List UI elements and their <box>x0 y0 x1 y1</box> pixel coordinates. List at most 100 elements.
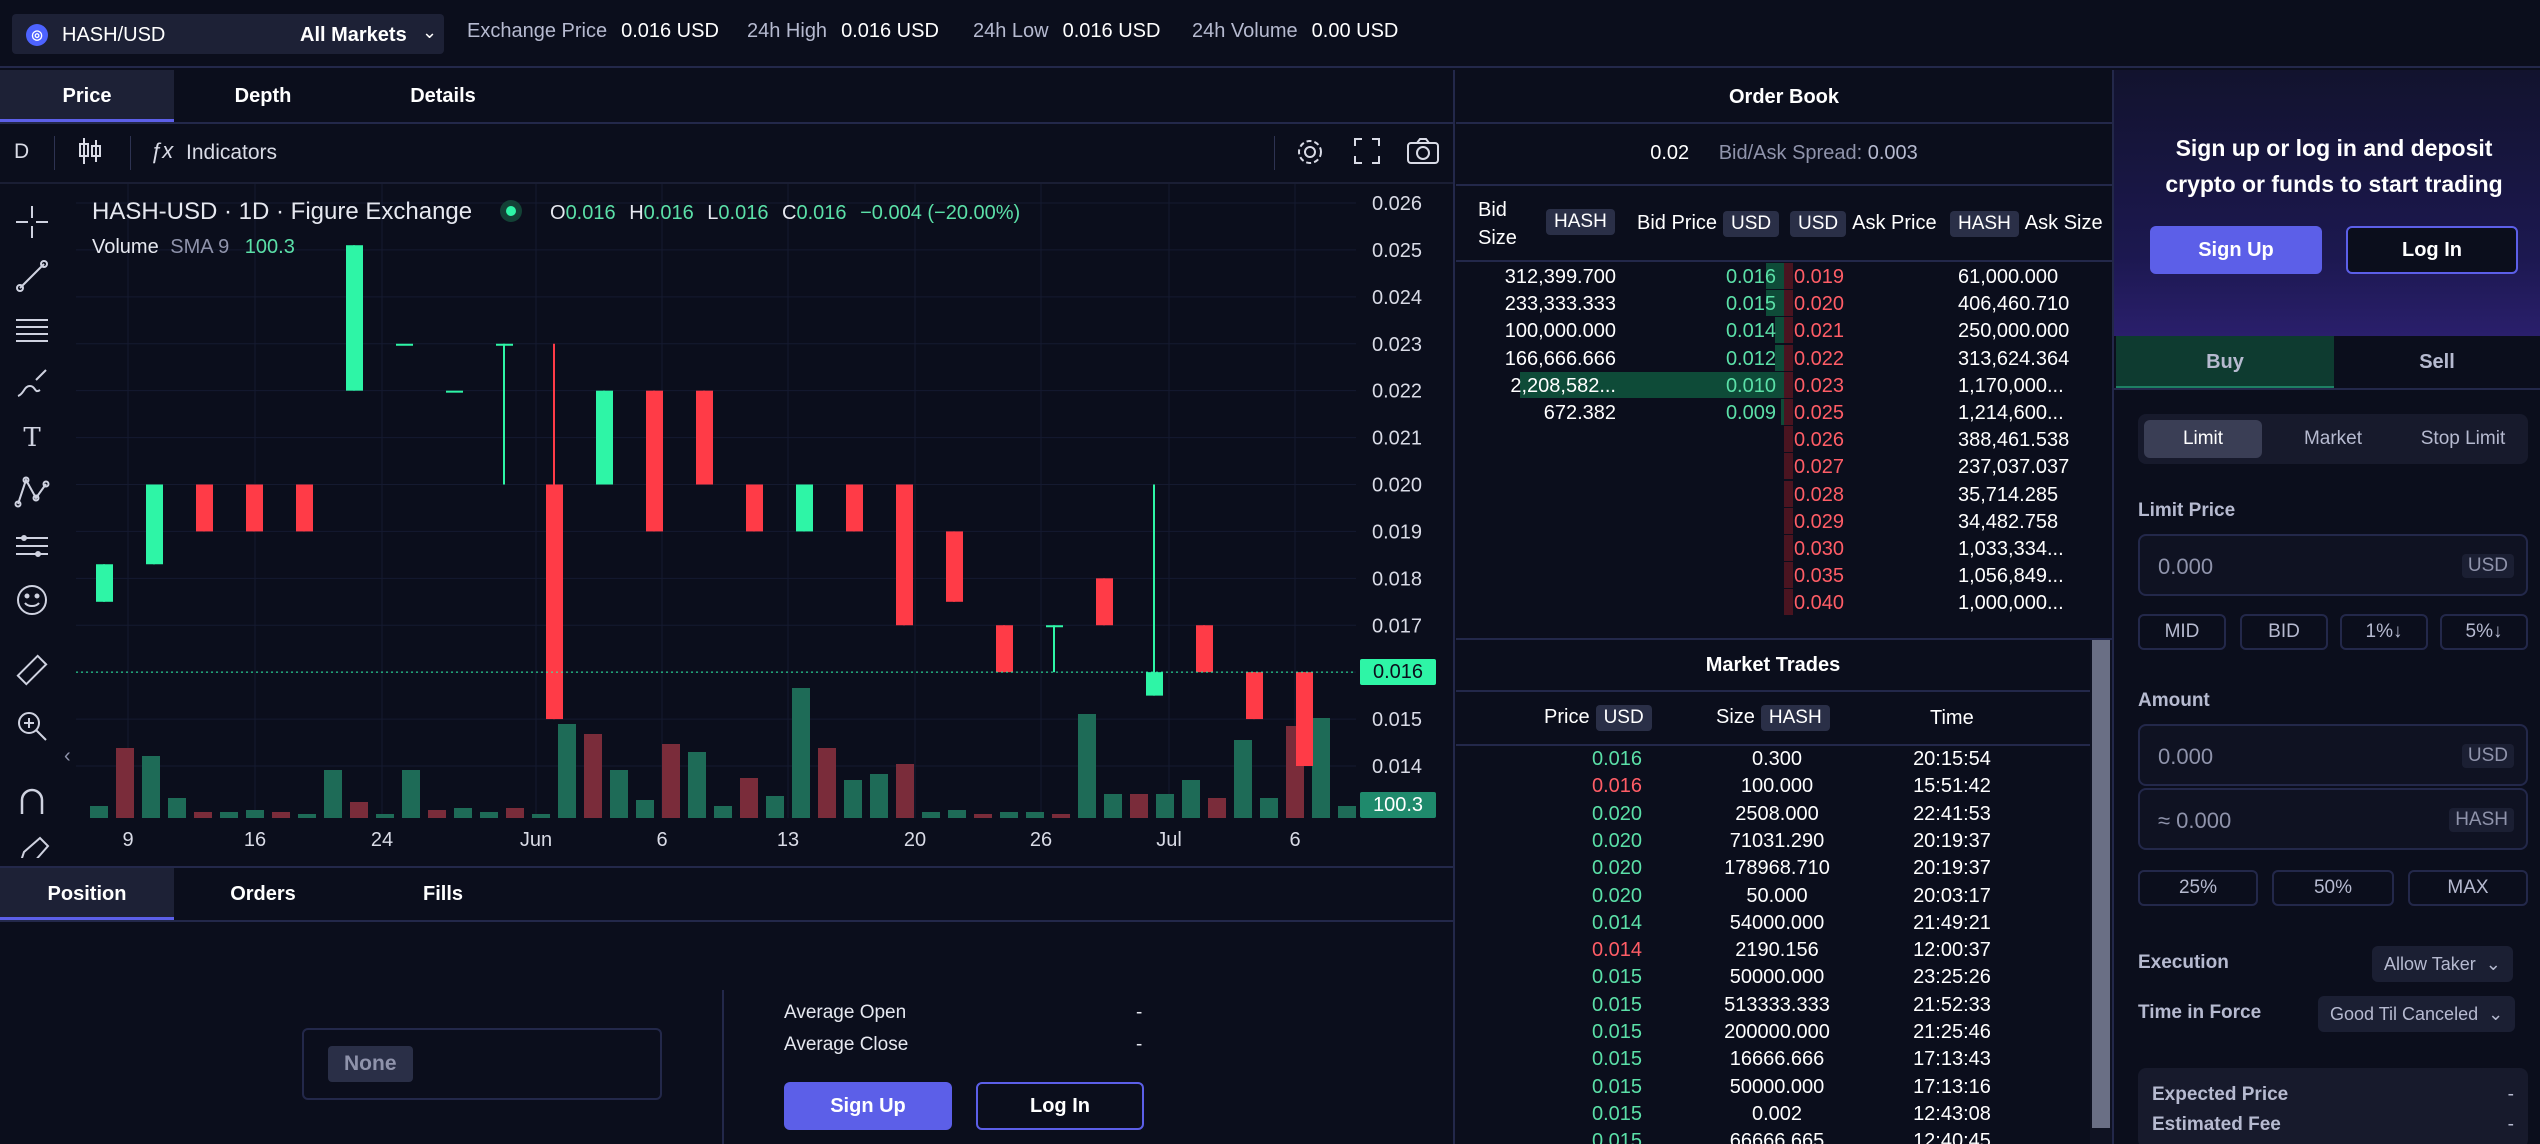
order-book-row[interactable]: 0.028 35,714.285 <box>1456 480 2112 508</box>
amount-25-button[interactable]: 25% <box>2138 870 2258 906</box>
y-tick-label: 0.026 <box>1372 193 1422 215</box>
sign-up-button[interactable]: Sign Up <box>784 1082 952 1130</box>
volume-bar <box>766 796 784 818</box>
x-tick-label: 16 <box>244 829 266 851</box>
five-percent-down-button[interactable]: 5%↓ <box>2440 614 2528 650</box>
mid-price-button[interactable]: MID <box>2138 614 2226 650</box>
chart-symbol-title: HASH-USD · 1D · Figure Exchange <box>92 198 473 225</box>
trade-time: 20:03:17 <box>1913 884 1991 907</box>
order-book-row[interactable]: 0.027 237,037.037 <box>1456 453 2112 480</box>
amount-50-button[interactable]: 50% <box>2272 870 2394 906</box>
ask-size: 406,460.710 <box>1958 293 2070 316</box>
order-book-row[interactable]: 312,399.700 0.016 0.019 61,000.000 <box>1456 263 2112 290</box>
divider <box>2112 70 2114 1144</box>
order-type-stop-limit[interactable]: Stop Limit <box>2420 428 2506 449</box>
scrollbar-track[interactable] <box>2090 640 2112 1144</box>
time-in-force-dropdown[interactable]: Good Til Canceled ⌄ <box>2318 996 2516 1032</box>
scrollbar-thumb[interactable] <box>2092 640 2110 1128</box>
order-book-row[interactable]: 0.030 1,033,334... <box>1456 535 2112 562</box>
market-selector[interactable]: ◎ HASH/USD All Markets ⌄ <box>12 14 444 54</box>
position-selector[interactable]: None <box>302 1028 662 1100</box>
crosshair-icon[interactable] <box>14 204 50 240</box>
x-tick-label: 26 <box>1030 829 1052 851</box>
volume-bar <box>376 814 394 818</box>
order-book-row[interactable]: 100,000.000 0.014 0.021 250,000.000 <box>1456 317 2112 344</box>
one-percent-down-button[interactable]: 1%↓ <box>2340 614 2428 650</box>
tab-orders[interactable]: Orders <box>230 883 296 905</box>
ask-size: 237,037.037 <box>1958 456 2070 479</box>
hash-coin-icon: ◎ <box>26 24 48 46</box>
divider <box>2114 388 2540 390</box>
price-chart[interactable]: 0.026 0.025 0.024 0.023 0.022 0.021 0.020 0.019… <box>0 184 1454 866</box>
amount-usd-input[interactable]: 0.000 USD <box>2138 724 2528 786</box>
order-book-row[interactable]: 0.026 388,461.538 <box>1456 426 2112 453</box>
candle-type-icon[interactable] <box>76 136 104 172</box>
execution-dropdown[interactable]: Allow Taker ⌄ <box>2372 946 2513 982</box>
promo-text: Sign up or log in and deposit crypto or … <box>2165 135 2503 197</box>
tab-depth[interactable]: Depth <box>234 85 292 107</box>
order-book-row[interactable]: 233,333.333 0.015 0.020 406,460.710 <box>1456 290 2112 317</box>
gear-icon[interactable] <box>1294 136 1326 174</box>
toolbar-separator <box>130 136 131 170</box>
tab-fills[interactable]: Fills <box>422 883 463 905</box>
pattern-icon[interactable] <box>14 474 50 510</box>
fullscreen-icon[interactable] <box>1352 136 1382 172</box>
volume-bar <box>662 744 680 818</box>
order-type-market[interactable]: Market <box>2303 428 2363 449</box>
candle-up <box>446 390 463 393</box>
pencil-lock-icon[interactable] <box>14 834 50 858</box>
market-status-dot <box>500 200 522 222</box>
candle-up <box>596 390 613 485</box>
expected-price-value: - <box>2507 1084 2514 1105</box>
collapse-toolbar-icon[interactable]: ‹ <box>64 745 71 767</box>
candle-down <box>746 484 763 532</box>
emoji-icon[interactable] <box>14 582 50 618</box>
order-book-row[interactable]: 672.382 0.009 0.025 1,214,600... <box>1456 399 2112 426</box>
divider <box>0 122 1454 124</box>
brush-icon[interactable] <box>14 366 50 402</box>
amount-hash-input[interactable]: ≈ 0.000 HASH <box>2138 788 2528 850</box>
promo-sign-up-button[interactable]: Sign Up <box>2150 226 2322 274</box>
text-tool-icon[interactable]: T <box>23 423 41 453</box>
sell-tab[interactable]: Sell <box>2419 351 2455 373</box>
indicators-button[interactable]: Indicators <box>186 141 278 164</box>
order-book-row[interactable]: 0.040 1,000,000... <box>1456 589 2112 616</box>
ruler-icon[interactable] <box>14 652 50 688</box>
trade-row: 0.015 66666.665 12:40:45 <box>1456 1128 2090 1144</box>
zoom-in-icon[interactable] <box>14 708 50 744</box>
camera-icon[interactable] <box>1406 136 1440 172</box>
log-in-button[interactable]: Log In <box>976 1082 1144 1130</box>
promo-log-in-button[interactable]: Log In <box>2346 226 2518 274</box>
trade-price: 0.016 <box>1592 748 1643 770</box>
interval-button[interactable]: D <box>14 140 30 163</box>
trend-line-icon[interactable] <box>14 258 50 294</box>
ask-depth-bar <box>1784 290 1793 317</box>
candle-down <box>1246 672 1263 720</box>
tab-position[interactable]: Position <box>0 868 174 920</box>
ask-size: 1,033,334... <box>1958 538 2064 560</box>
y-tick-label: 0.025 <box>1372 240 1422 262</box>
order-book-row[interactable]: 0.035 1,056,849... <box>1456 562 2112 589</box>
divider <box>1456 638 2112 640</box>
spread-info: 0.02 Bid/Ask Spread: 0.003 <box>1650 142 1918 164</box>
order-book-row[interactable]: 166,666.666 0.012 0.022 313,624.364 <box>1456 344 2112 372</box>
order-book-row[interactable]: 0.029 34,482.758 <box>1456 507 2112 535</box>
trade-row: 0.016 0.300 20:15:54 <box>1456 746 2090 773</box>
tab-details[interactable]: Details <box>410 85 476 107</box>
trade-price: 0.020 <box>1592 884 1643 907</box>
volume-bar <box>402 770 420 818</box>
tab-price[interactable]: Price <box>0 70 174 122</box>
horizontal-lines-icon[interactable] <box>14 312 50 348</box>
amount-max-button[interactable]: MAX <box>2408 870 2528 906</box>
measure-lines-icon[interactable] <box>14 528 50 564</box>
stat-24h-volume: 24h Volume 0.00 USD <box>1192 20 1399 42</box>
buy-tab[interactable]: Buy <box>2116 336 2334 388</box>
bid-size: 100,000.000 <box>1504 320 1616 343</box>
order-type-limit[interactable]: Limit <box>2144 420 2262 458</box>
order-book-row[interactable]: 2,208,582... 0.010 0.023 1,170,000... <box>1456 371 2112 399</box>
limit-price-input[interactable]: 0.000 USD <box>2138 534 2528 596</box>
bid-price-button[interactable]: BID <box>2240 614 2328 650</box>
magnet-icon[interactable] <box>14 784 50 820</box>
x-tick-label: 9 <box>122 829 133 851</box>
volume-bar <box>974 814 992 818</box>
